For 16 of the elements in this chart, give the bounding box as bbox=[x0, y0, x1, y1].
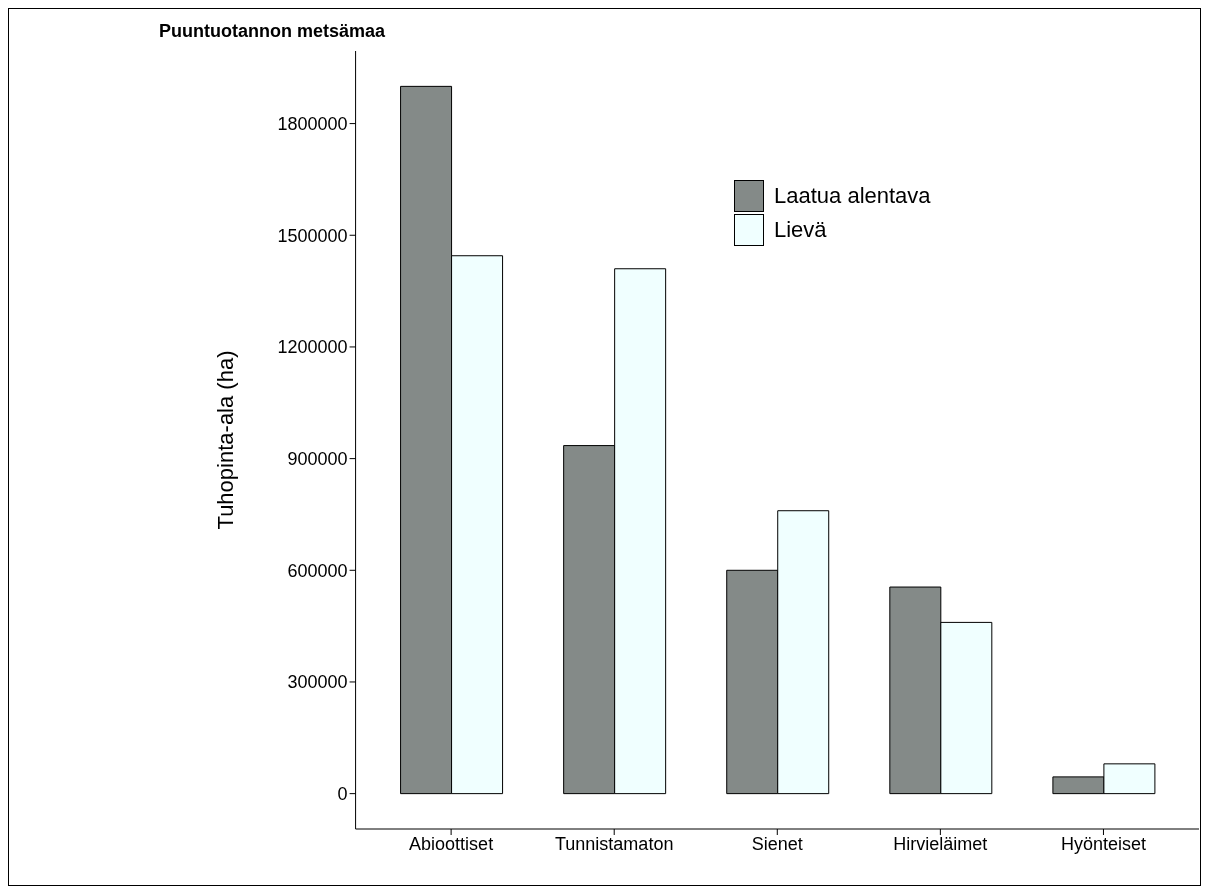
y-axis-title: Tuhopinta-ala (ha) bbox=[213, 350, 239, 530]
x-tick-label: Abioottiset bbox=[409, 833, 494, 854]
x-tick-label: Sienet bbox=[751, 833, 803, 854]
y-tick-label: 600000 bbox=[287, 560, 348, 581]
y-tick-label: 0 bbox=[337, 784, 348, 805]
x-tick-label: Hyönteiset bbox=[1060, 833, 1146, 854]
y-tick-label: 1500000 bbox=[277, 225, 348, 246]
y-tick-label: 1800000 bbox=[277, 113, 348, 134]
legend-label: Laatua alentava bbox=[774, 183, 931, 209]
y-tick-label: 1200000 bbox=[277, 337, 348, 358]
x-tick-label: Tunnistamaton bbox=[555, 833, 674, 854]
legend-label: Lievä bbox=[774, 217, 827, 243]
y-tick-label: 300000 bbox=[287, 672, 348, 693]
chart-title: Puuntuotannon metsämaa bbox=[159, 21, 386, 42]
x-tick-label: Hirvieläimet bbox=[893, 833, 988, 854]
y-tick-label: 900000 bbox=[287, 449, 348, 469]
